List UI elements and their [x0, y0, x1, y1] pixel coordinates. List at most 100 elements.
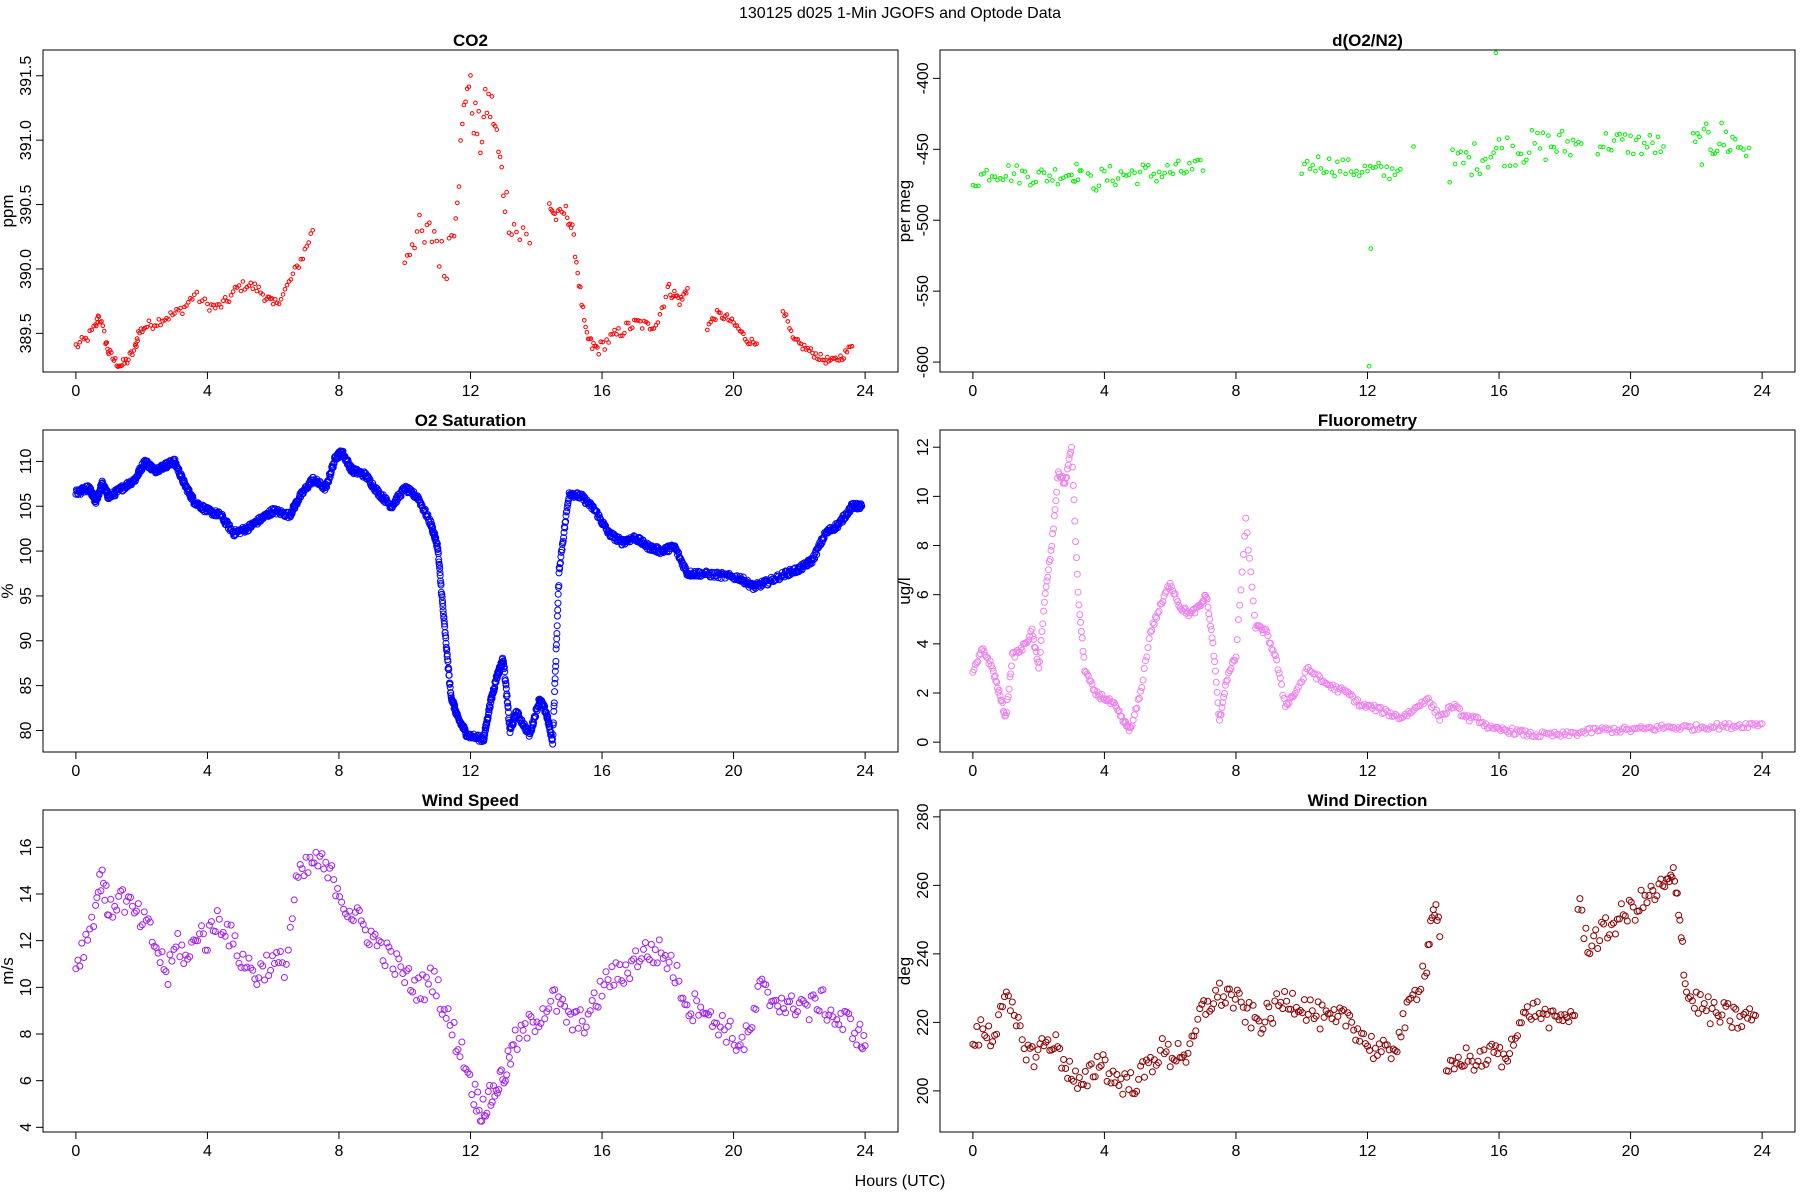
data-point [1026, 1044, 1034, 1052]
data-point [221, 932, 229, 940]
data-point [1261, 1018, 1269, 1026]
data-point [481, 731, 489, 739]
data-point [298, 865, 306, 873]
data-point [1600, 920, 1608, 928]
data-point [813, 1006, 821, 1014]
y-tick-label: 8 [915, 541, 932, 550]
data-point [752, 1005, 760, 1013]
data-point [505, 1053, 513, 1061]
data-point [1207, 626, 1215, 634]
data-point [734, 1042, 742, 1050]
data-point [449, 233, 454, 238]
data-point [255, 974, 263, 982]
data-points [970, 50, 1752, 369]
data-point [468, 1091, 476, 1099]
data-point [1743, 153, 1749, 159]
data-point [1028, 182, 1033, 188]
data-point [991, 672, 999, 680]
data-point [1469, 172, 1474, 178]
data-point [554, 590, 562, 598]
data-point [1478, 1062, 1486, 1070]
data-point [1294, 683, 1302, 691]
data-point [478, 150, 483, 156]
data-point [970, 182, 976, 188]
data-point [1032, 1053, 1040, 1061]
x-tick-label: 0 [71, 1143, 80, 1160]
data-point [113, 356, 118, 361]
data-point [1432, 901, 1440, 909]
data-point [1359, 702, 1367, 710]
data-point [280, 974, 288, 981]
data-point [570, 222, 575, 227]
data-point [987, 178, 992, 183]
data-point [1735, 145, 1741, 150]
data-point [785, 319, 791, 324]
data-point [1631, 916, 1639, 924]
data-point [1253, 1015, 1261, 1023]
data-point [1046, 556, 1054, 563]
data-point [1038, 628, 1046, 636]
data-point [1204, 603, 1212, 611]
data-point [1030, 180, 1036, 186]
data-point [276, 301, 282, 307]
data-point [1121, 172, 1126, 178]
data-point [1223, 985, 1231, 993]
data-point [780, 309, 786, 314]
data-point [554, 599, 562, 607]
data-point [437, 577, 444, 585]
data-point [100, 323, 106, 329]
x-tick-label: 12 [462, 1143, 480, 1160]
data-point [554, 606, 562, 614]
data-point [113, 906, 121, 914]
x-tick-label: 20 [725, 763, 743, 780]
data-point [857, 1043, 865, 1051]
data-point [713, 317, 718, 323]
data-point [1714, 148, 1720, 154]
data-point [348, 915, 355, 923]
data-point [1115, 176, 1121, 181]
data-point [821, 357, 827, 363]
data-point [1444, 1067, 1452, 1075]
data-point [1229, 1004, 1237, 1012]
data-point [492, 123, 498, 129]
data-point [1032, 648, 1040, 656]
data-point [473, 100, 478, 106]
data-point [500, 660, 508, 668]
data-point [1728, 1024, 1736, 1031]
data-point [1148, 174, 1154, 179]
data-point [1281, 988, 1289, 995]
panel-title: Wind Direction [1308, 791, 1428, 810]
data-point [574, 1024, 582, 1032]
data-point [984, 167, 989, 173]
y-tick-label: 200 [915, 1077, 932, 1104]
y-tick-label: 80 [18, 721, 35, 739]
data-point [1135, 694, 1143, 702]
data-point [439, 610, 447, 618]
data-point [551, 667, 559, 675]
y-tick-label: 12 [18, 932, 35, 950]
data-point [1592, 926, 1600, 934]
data-point [90, 923, 98, 931]
data-point [1006, 163, 1011, 168]
data-point [724, 312, 730, 317]
data-point [1246, 554, 1253, 562]
data-point [793, 1008, 801, 1016]
data-point [1306, 996, 1314, 1004]
data-point [553, 1007, 561, 1015]
y-tick-label: 2 [915, 688, 932, 697]
data-point [849, 343, 855, 349]
data-point [1614, 132, 1620, 137]
data-point [278, 297, 284, 302]
data-point [488, 694, 496, 702]
data-point [1222, 677, 1230, 685]
data-point [1716, 1018, 1724, 1026]
panel-0: CO2 ppm 0 4 8 12 16 20 24 389.5 390.0 390.5 391.0 391… [0, 31, 899, 400]
data-point [1382, 705, 1390, 713]
data-point [502, 681, 510, 689]
data-point [1392, 172, 1398, 178]
data-point [1334, 1012, 1342, 1020]
data-point [261, 976, 269, 984]
data-point [834, 524, 842, 532]
data-point [185, 486, 193, 494]
